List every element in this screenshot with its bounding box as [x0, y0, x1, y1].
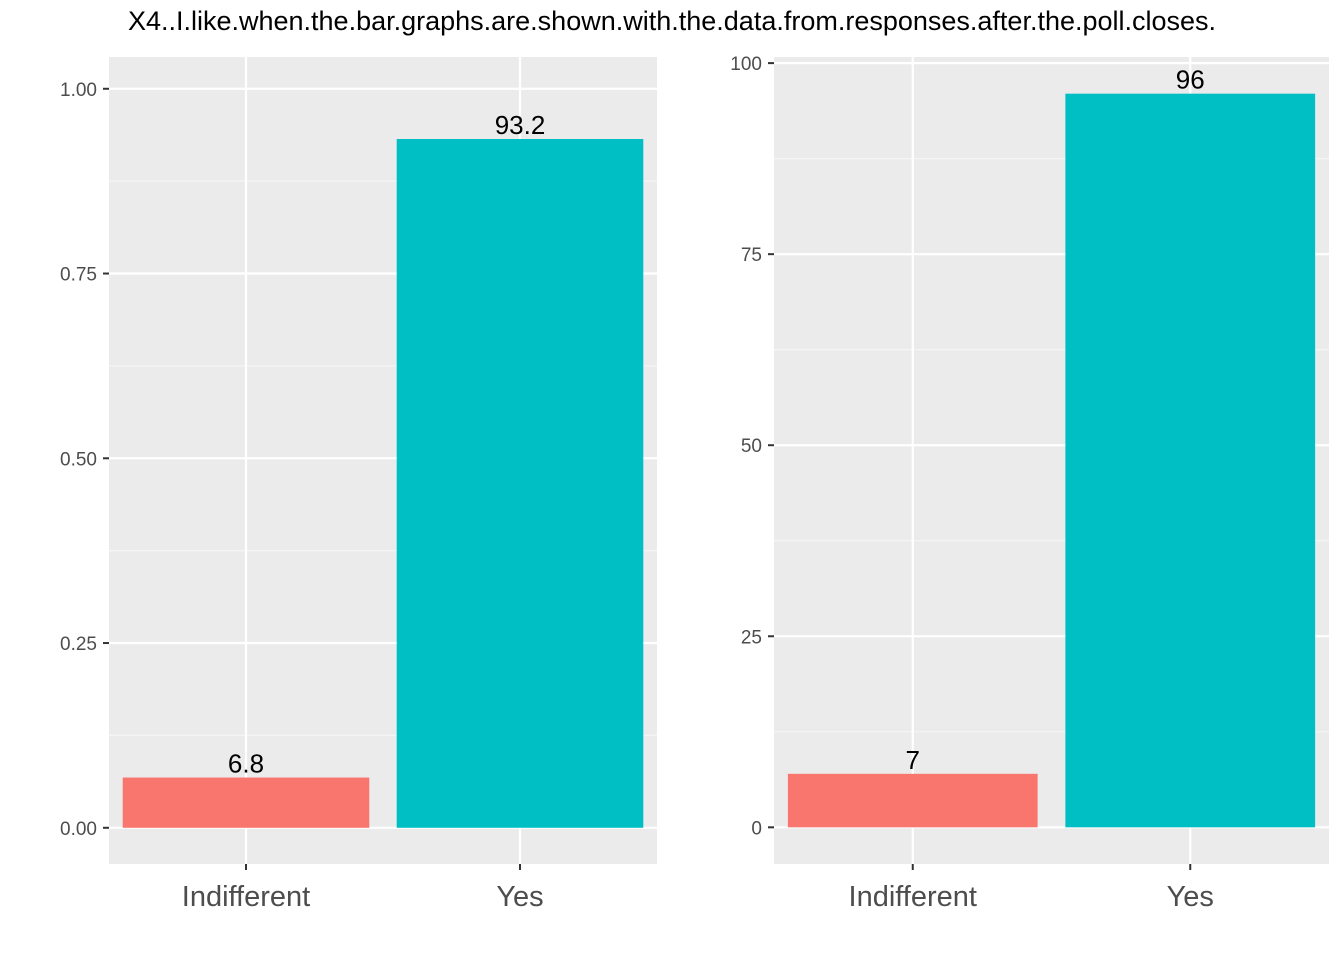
bar-indifferent — [787, 773, 1038, 828]
data-label: 93.2 — [495, 110, 546, 140]
y-tick-label: 0.50 — [60, 449, 97, 470]
bar-yes — [1065, 93, 1316, 828]
bar-yes — [396, 139, 644, 828]
y-tick-label: 0.25 — [60, 634, 97, 655]
y-tick-label: 75 — [741, 245, 762, 266]
bar-indifferent — [122, 777, 370, 828]
data-label: 7 — [906, 745, 920, 775]
y-tick-label: 100 — [730, 54, 762, 75]
x-tick-label: Yes — [496, 881, 543, 913]
y-tick-label: 0.75 — [60, 265, 97, 286]
y-tick-label: 1.00 — [60, 80, 97, 101]
x-tick-label: Indifferent — [849, 881, 977, 913]
data-label: 96 — [1176, 65, 1205, 95]
y-tick-label: 0.00 — [60, 819, 97, 840]
y-tick-label: 50 — [741, 436, 762, 457]
x-tick-label: Indifferent — [182, 881, 310, 913]
y-tick-label: 25 — [741, 627, 762, 648]
chart-title: X4..I.like.when.the.bar.graphs.are.shown… — [127, 6, 1217, 36]
data-label: 6.8 — [228, 749, 264, 779]
y-tick-label: 0 — [751, 818, 762, 839]
x-tick-label: Yes — [1167, 881, 1214, 913]
